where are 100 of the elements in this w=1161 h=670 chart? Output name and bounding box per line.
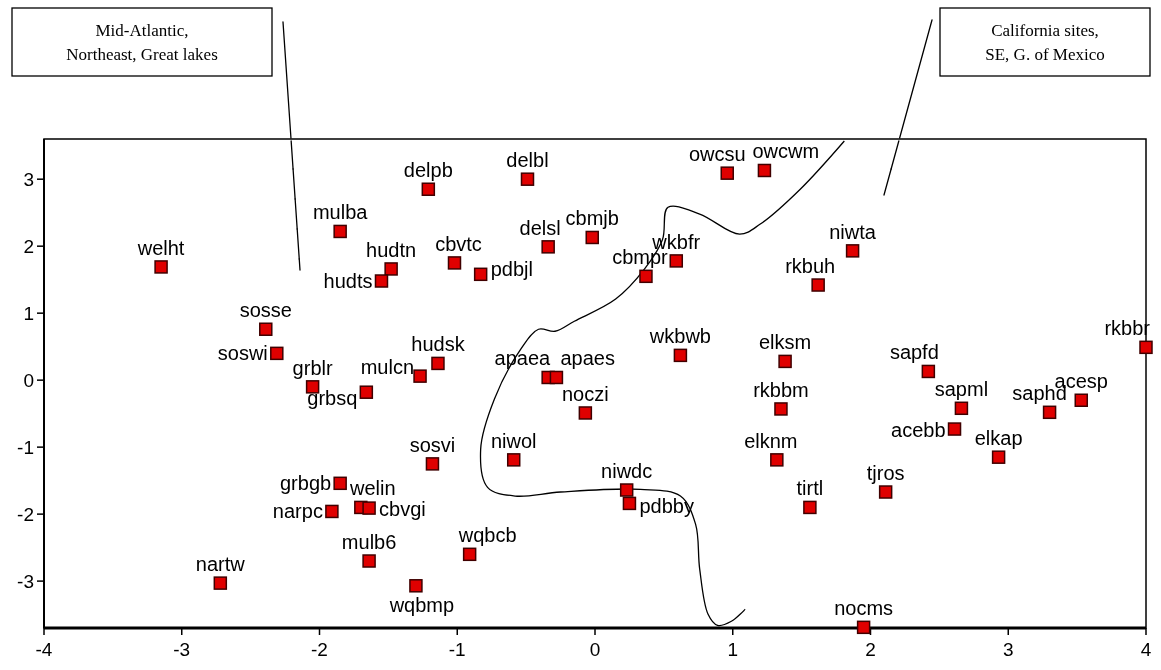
annotation: cbvgi	[379, 498, 426, 521]
annotation: cbvtc	[435, 232, 482, 255]
point	[473, 267, 488, 282]
point	[362, 554, 376, 568]
point	[333, 476, 347, 491]
point	[1139, 340, 1153, 355]
x-tick-label: 3	[1002, 639, 1014, 660]
point	[447, 256, 462, 270]
x-tick-label: -4	[35, 639, 53, 660]
annotation: cbmjb	[565, 207, 619, 230]
point	[413, 369, 427, 383]
point	[619, 483, 634, 497]
text: California sites, SE, G. of Mexico	[985, 21, 1105, 64]
y-tick-label: 3	[23, 169, 34, 191]
point	[1042, 405, 1057, 420]
annotation: sosse	[239, 299, 292, 322]
point	[639, 269, 653, 284]
annotation: hudtn	[366, 238, 417, 261]
point	[856, 620, 871, 635]
point	[333, 224, 347, 239]
annotation: wqbcb	[457, 524, 517, 547]
point	[409, 579, 423, 593]
point	[954, 401, 969, 416]
y-tick-label: -1	[17, 437, 34, 459]
point	[585, 230, 599, 245]
point	[154, 260, 168, 274]
x-tick-label: -3	[173, 639, 191, 660]
annotation: niwdc	[601, 460, 653, 483]
y-tick-label: -2	[17, 504, 34, 526]
point	[541, 240, 555, 254]
x-tick-label: 0	[589, 639, 601, 660]
annotation: sapfd	[889, 341, 939, 364]
y-tick-label: 2	[23, 236, 34, 258]
point	[374, 274, 389, 288]
annotation: pdbjl	[490, 258, 533, 281]
annotation: tjros	[866, 462, 905, 485]
point	[803, 500, 817, 515]
point	[359, 385, 374, 399]
point	[362, 501, 376, 515]
annotation: narpc	[272, 500, 323, 523]
annotation: soswi	[217, 342, 268, 365]
annotation: sosvi	[409, 433, 456, 456]
annotation: delbl	[506, 149, 549, 172]
point	[720, 166, 734, 180]
annotation: mulb6	[341, 531, 397, 554]
annotation: nocms	[834, 597, 894, 620]
point	[520, 172, 535, 186]
annotation: acebb	[891, 419, 946, 442]
point	[431, 356, 445, 371]
point	[213, 576, 228, 590]
point	[878, 485, 893, 499]
annotation: wqbmp	[388, 593, 455, 616]
annotation: nartw	[195, 553, 246, 576]
point	[578, 406, 593, 420]
x-tick-label: -1	[448, 639, 466, 660]
annotation: elksm	[758, 331, 812, 354]
annotation: sapml	[934, 378, 989, 401]
x-tick-label: 1	[727, 639, 739, 660]
y-tick-label: 0	[23, 370, 34, 392]
point	[921, 364, 936, 379]
point	[622, 496, 637, 511]
annotation: wkbwb	[648, 325, 711, 348]
annotation: welht	[136, 236, 185, 259]
point	[549, 370, 564, 385]
point	[462, 547, 477, 562]
point	[770, 453, 784, 467]
point	[270, 346, 284, 361]
annotation: hudsk	[411, 333, 466, 356]
annotation: niwol	[490, 429, 537, 452]
annotation: delpb	[403, 159, 453, 182]
point	[1074, 393, 1089, 407]
point	[811, 278, 825, 292]
annotation: grbgb	[280, 472, 332, 495]
annotation: rkbbm	[753, 378, 809, 401]
y-tick-label: -3	[17, 571, 34, 593]
point	[947, 422, 962, 436]
annotation: elknm	[744, 429, 798, 452]
point	[991, 450, 1006, 464]
annotation: noczi	[562, 382, 609, 405]
point	[506, 453, 521, 467]
annotation: mulba	[312, 201, 369, 224]
annotation: rkbuh	[785, 255, 836, 278]
annotation: elkap	[974, 427, 1023, 450]
annotation: tirtl	[796, 477, 824, 500]
annotation: owcwm	[752, 140, 820, 163]
point	[425, 457, 440, 471]
x-tick-label: 2	[865, 639, 876, 660]
point	[757, 163, 772, 178]
point	[778, 354, 792, 369]
text: Mid-Atlantic, Northeast, Great lakes	[66, 21, 218, 64]
annotation: grbsq	[307, 387, 358, 410]
annotation: niwta	[829, 220, 877, 243]
annotation: owcsu	[688, 143, 746, 166]
annotation: welin	[349, 477, 396, 500]
point	[259, 322, 273, 336]
y-tick-label: 1	[23, 303, 34, 325]
x-tick-label: -2	[311, 639, 328, 660]
point	[325, 504, 339, 519]
point	[669, 254, 684, 268]
point	[673, 348, 688, 363]
